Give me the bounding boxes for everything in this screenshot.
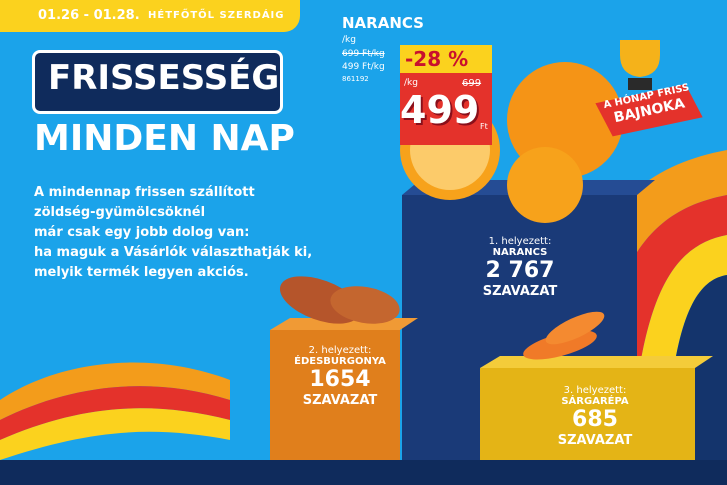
currency: Ft [480,122,488,131]
old-unit-price: 699 Ft/kg [342,49,385,59]
product-name: NARANCS [342,14,424,32]
intro: A mindennap frissen szállított zöldség-gy… [34,183,312,283]
intro-line: már csak egy jobb dolog van: [34,225,250,240]
intro-line: A mindennap frissen szállított [34,185,255,200]
price: 499 [400,88,480,132]
dates: 01.26 - 01.28. [38,8,140,23]
intro-line: melyik termék legyen akciós. [34,265,249,280]
votes-label: SZAVAZAT [482,284,558,299]
old-price: 699 [462,78,482,89]
discount-box [400,45,492,73]
headline-1: FRISSESSÉG [48,58,280,98]
intro-line: zöldség-gyümölcsöknél [34,205,206,220]
days: HÉTFŐTŐL SZERDÁIG [148,10,285,21]
place: 3. helyezett: [563,385,627,396]
price-unit: /kg [404,78,418,88]
headline-2: MINDEN NAP [34,118,295,159]
podium-label: 3. helyezett: SÁRGARÉPA 685 SZAVAZAT [540,385,650,448]
votes: 1654 [309,367,371,392]
intro-line: ha maguk a Vásárlók választhatják ki, [34,245,313,260]
price-box [400,73,492,145]
votes: 2 767 [485,258,555,283]
votes-label: SZAVAZAT [557,433,633,448]
podium-label: 1. helyezett: NARANCS 2 767 SZAVAZAT [440,236,600,299]
new-unit-price: 499 Ft/kg [342,62,385,72]
headline-box [32,50,283,114]
discount: -28 % [405,47,469,71]
code: 861192 [342,75,369,83]
product: ÉDESBURGONYA [294,356,386,367]
place: 2. helyezett: [308,345,372,356]
date-banner [0,0,300,32]
product: SÁRGARÉPA [561,396,629,407]
unit: /kg [342,35,356,45]
votes: 685 [572,407,618,432]
votes-label: SZAVAZAT [302,393,378,408]
product: NARANCS [492,247,548,258]
place: 1. helyezett: [488,236,552,247]
podium-label: 2. helyezett: ÉDESBURGONYA 1654 SZAVAZAT [290,345,390,408]
